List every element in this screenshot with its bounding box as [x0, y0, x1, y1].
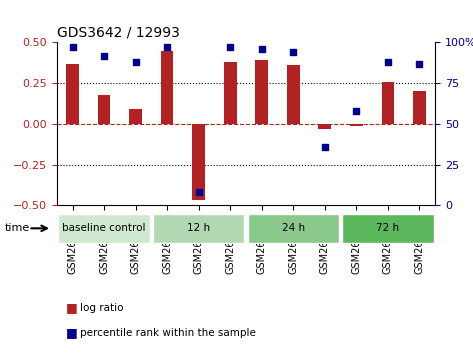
Bar	[193, 124, 205, 200]
Text: 12 h: 12 h	[187, 223, 210, 233]
Bar	[129, 109, 142, 124]
Point	[258, 46, 265, 52]
Point	[195, 189, 202, 195]
Text: log ratio: log ratio	[80, 303, 124, 313]
Bar	[98, 95, 110, 124]
Bar	[350, 124, 363, 126]
Point	[289, 50, 297, 55]
Point	[227, 45, 234, 50]
Text: percentile rank within the sample: percentile rank within the sample	[80, 328, 256, 338]
Text: baseline control: baseline control	[62, 223, 146, 233]
FancyBboxPatch shape	[153, 214, 245, 243]
Text: GDS3642 / 12993: GDS3642 / 12993	[57, 26, 180, 40]
Bar	[318, 124, 331, 129]
Point	[69, 45, 76, 50]
Bar	[287, 65, 299, 124]
Point	[384, 59, 392, 65]
Point	[352, 108, 360, 114]
Text: 24 h: 24 h	[282, 223, 305, 233]
Point	[163, 45, 171, 50]
Bar	[66, 64, 79, 124]
Bar	[161, 51, 174, 124]
Text: ■: ■	[66, 302, 78, 314]
Bar	[382, 81, 394, 124]
FancyBboxPatch shape	[342, 214, 434, 243]
Bar	[413, 91, 426, 124]
Point	[321, 144, 329, 149]
Point	[132, 59, 140, 65]
Text: ■: ■	[66, 326, 78, 339]
Point	[100, 53, 108, 58]
FancyBboxPatch shape	[58, 214, 150, 243]
Text: 72 h: 72 h	[377, 223, 399, 233]
Bar	[255, 61, 268, 124]
Point	[416, 61, 423, 67]
FancyBboxPatch shape	[247, 214, 339, 243]
Bar	[224, 62, 236, 124]
Text: time: time	[5, 223, 30, 233]
